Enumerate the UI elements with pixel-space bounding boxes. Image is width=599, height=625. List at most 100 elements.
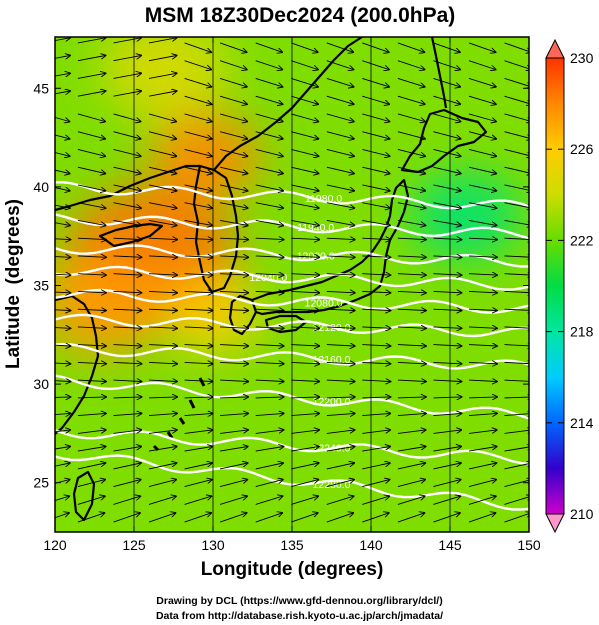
wind-arrow	[55, 149, 69, 156]
wind-arrow	[148, 73, 177, 79]
wind-arrow	[326, 274, 355, 275]
wind-arrow	[397, 95, 425, 104]
wind-arrow	[113, 202, 141, 208]
wind-arrow	[433, 291, 461, 292]
colorbar-tick-label: 230	[570, 50, 594, 66]
wind-arrow	[326, 202, 354, 208]
wind-arrow	[255, 513, 282, 523]
wind-arrow	[326, 219, 355, 225]
wind-arrow	[397, 480, 425, 488]
wind-arrow	[362, 77, 389, 86]
wind-arrow	[362, 113, 389, 122]
wind-arrow	[184, 184, 212, 191]
wind-arrow	[362, 291, 390, 292]
wind-arrow	[255, 345, 284, 346]
wind-arrow	[255, 380, 284, 381]
wind-arrow	[362, 496, 389, 505]
wind-arrow	[220, 256, 248, 257]
wind-arrow	[148, 463, 176, 470]
wind-arrow	[397, 256, 426, 257]
wind-arrow	[326, 95, 354, 104]
wind-arrow	[326, 291, 355, 292]
wind-arrow	[362, 430, 390, 434]
coastline-ryukyu	[152, 377, 206, 452]
wind-arrow	[397, 131, 425, 139]
wind-arrow	[148, 345, 177, 346]
wind-arrow	[291, 291, 319, 292]
wind-arrow	[468, 362, 497, 363]
wind-arrow	[148, 38, 177, 44]
wind-arrow	[433, 42, 459, 52]
wind-arrow	[433, 345, 461, 346]
wind-arrow	[291, 131, 318, 139]
wind-arrow	[219, 113, 247, 122]
wind-arrow	[291, 309, 319, 310]
wind-arrow	[148, 256, 177, 257]
wind-arrow	[55, 463, 69, 469]
wind-arrow	[255, 60, 283, 70]
wind-arrow	[55, 91, 70, 96]
wind-arrow	[326, 380, 355, 381]
wind-arrow	[397, 309, 426, 310]
wind-arrow	[77, 291, 106, 292]
wind-arrow	[255, 42, 282, 52]
wind-arrow	[184, 291, 213, 292]
wind-arrow	[113, 413, 142, 415]
wind-arrow	[220, 202, 248, 208]
wind-arrow	[291, 77, 318, 86]
wind-arrow	[77, 256, 106, 257]
wind-arrow	[255, 274, 284, 275]
wind-arrow	[77, 91, 106, 97]
wind-arrow	[255, 113, 283, 122]
wind-arrow	[220, 309, 248, 310]
wind-arrow	[184, 430, 213, 434]
wind-arrow	[362, 345, 390, 346]
wind-arrow	[362, 42, 388, 52]
wind-arrow	[219, 480, 247, 488]
wind-arrow	[504, 148, 529, 156]
wind-arrow	[468, 166, 496, 173]
wind-arrow	[362, 256, 390, 257]
wind-arrow	[433, 113, 460, 122]
wind-arrow	[113, 463, 141, 470]
wind-arrow	[468, 60, 496, 70]
wind-arrow	[113, 362, 142, 363]
wind-arrow	[55, 116, 69, 122]
wind-arrow	[184, 166, 212, 173]
wind-arrow	[184, 148, 212, 156]
wind-arrow	[55, 185, 69, 191]
wind-arrow	[468, 397, 497, 398]
coastline-china-east	[55, 294, 100, 435]
wind-arrow	[362, 413, 390, 415]
coastline-shikoku	[264, 314, 308, 334]
wind-arrow	[291, 166, 318, 173]
wind-arrow	[184, 380, 213, 381]
wind-arrow	[468, 77, 496, 86]
wind-arrow	[291, 42, 317, 52]
wind-arrow	[148, 238, 177, 239]
wind-arrow	[291, 202, 319, 208]
wind-arrow	[77, 413, 106, 415]
wind-arrow	[504, 380, 529, 381]
wind-arrow	[504, 309, 529, 310]
y-tick-label: 40	[33, 179, 49, 195]
wind-arrow	[326, 430, 355, 434]
wind-arrow	[148, 480, 176, 488]
wind-arrow	[362, 166, 389, 173]
wind-arrow	[113, 397, 142, 398]
wind-arrow	[113, 480, 141, 488]
wind-arrow	[113, 113, 141, 122]
wind-arrow	[468, 309, 497, 310]
wind-arrow	[113, 73, 142, 79]
wind-arrow	[220, 430, 248, 434]
wind-arrow	[326, 413, 355, 415]
wind-vectors	[55, 38, 529, 523]
wind-arrow	[291, 480, 318, 488]
wind-arrow	[326, 309, 355, 310]
colorbar-ticks: 210 214 218 222 226 230	[546, 50, 594, 522]
wind-arrow	[77, 184, 105, 191]
wind-arrow	[291, 513, 317, 523]
y-tick-label: 30	[33, 376, 49, 392]
wind-arrow	[291, 95, 318, 104]
wind-arrow	[77, 38, 106, 44]
